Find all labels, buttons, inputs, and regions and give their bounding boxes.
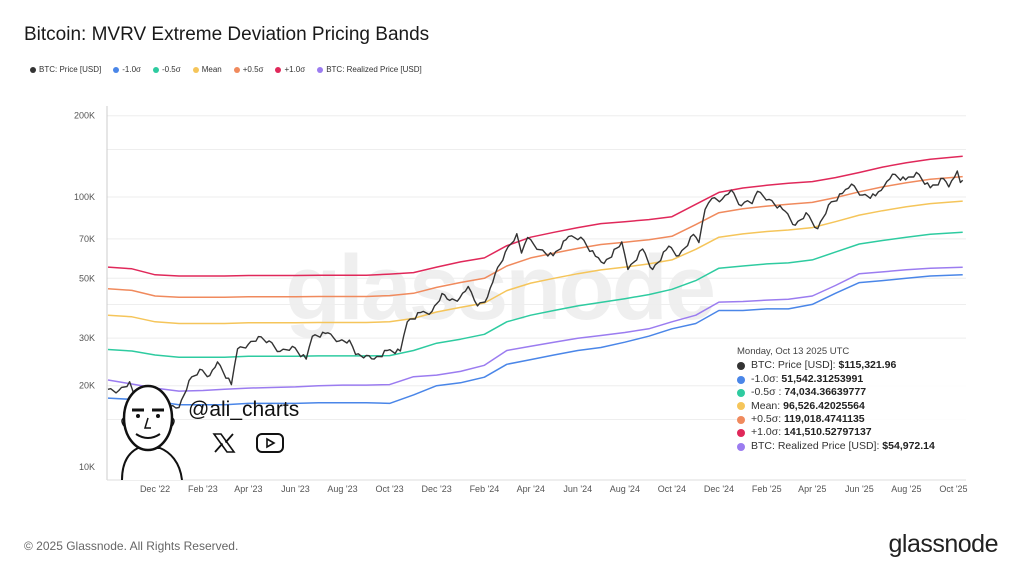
x-tick-label: Feb '25 <box>752 484 782 494</box>
x-tick-label: Oct '24 <box>658 484 686 494</box>
series-dot-icon <box>737 415 745 424</box>
tooltip-text: +1.0σ: 141,510.52797137 <box>751 426 872 439</box>
tooltip-row: -0.5σ : 74,034.36639777 <box>737 386 969 399</box>
legend-label: -1.0σ <box>122 65 141 74</box>
legend-dot-icon <box>192 66 199 73</box>
x-tick-label: Jun '23 <box>281 484 310 494</box>
legend-label: +0.5σ <box>242 65 264 74</box>
tooltip-row: BTC: Realized Price [USD]: $54,972.14 <box>737 440 969 453</box>
tooltip-value: 96,526.42025564 <box>783 399 865 412</box>
tooltip-text: Mean: 96,526.42025564 <box>751 400 865 413</box>
tooltip-label: +1.0σ: <box>751 426 785 439</box>
tooltip-row: +1.0σ: 141,510.52797137 <box>737 426 969 439</box>
series-dot-icon <box>737 442 745 451</box>
tooltip-row: -1.0σ: 51,542.31253991 <box>737 373 969 386</box>
x-tick-label: Feb '24 <box>470 484 500 494</box>
series-dot-icon <box>737 375 745 384</box>
series-line--1.0 <box>107 273 963 406</box>
tooltip-label: BTC: Realized Price [USD]: <box>751 439 883 452</box>
x-tick-label: Dec '23 <box>421 484 451 494</box>
chart-title: Bitcoin: MVRV Extreme Deviation Pricing … <box>24 24 430 45</box>
x-logo-icon[interactable] <box>212 432 236 454</box>
y-tick-label: 50K <box>79 273 95 283</box>
series-line-mean <box>107 200 963 325</box>
series-dot-icon <box>737 388 745 397</box>
legend-label: BTC: Realized Price [USD] <box>326 65 422 74</box>
x-tick-label: Apr '24 <box>517 484 545 494</box>
x-tick-label: Oct '25 <box>939 484 967 494</box>
tooltip: Monday, Oct 13 2025 UTC BTC: Price [USD]… <box>737 345 969 454</box>
legend-item[interactable]: -1.0σ <box>113 65 141 74</box>
legend-item[interactable]: -0.5σ <box>152 65 181 74</box>
y-tick-label: 10K <box>79 462 95 472</box>
tooltip-value: 141,510.52797137 <box>784 426 872 439</box>
legend-item[interactable]: +0.5σ <box>233 65 264 74</box>
tooltip-row: BTC: Price [USD]: $115,321.96 <box>737 359 969 372</box>
author-avatar <box>121 384 183 480</box>
tooltip-label: Mean: <box>751 399 784 412</box>
series-line-btc-price <box>107 170 964 411</box>
series-line--0.5 <box>107 231 963 358</box>
tooltip-value: 119,018.4741135 <box>784 413 865 426</box>
tooltip-row: Mean: 96,526.42025564 <box>737 400 969 413</box>
legend-dot-icon <box>233 66 240 73</box>
tooltip-label: -0.5σ : <box>751 386 785 399</box>
tooltip-text: -0.5σ : 74,034.36639777 <box>751 386 866 399</box>
legend-item[interactable]: BTC: Realized Price [USD] <box>317 65 422 74</box>
tooltip-label: +0.5σ: <box>751 413 785 426</box>
legend-item[interactable]: Mean <box>192 65 222 74</box>
series-line-+0.5 <box>107 175 963 299</box>
legend-dot-icon <box>30 66 36 73</box>
x-tick-label: Apr '25 <box>798 484 826 494</box>
copyright: © 2025 Glassnode. All Rights Reserved. <box>24 539 239 553</box>
tooltip-value: 51,542.31253991 <box>781 372 864 385</box>
tooltip-label: -1.0σ: <box>751 372 782 385</box>
y-tick-label: 200K <box>74 111 95 121</box>
series-line-btcrealizedpriceusd <box>107 266 963 392</box>
x-tick-label: Jun '25 <box>845 484 874 494</box>
x-tick-label: Jun '24 <box>563 484 592 494</box>
youtube-icon[interactable] <box>255 432 285 454</box>
legend-item[interactable]: BTC: Price [USD] <box>30 65 101 74</box>
y-tick-label: 30K <box>79 333 95 343</box>
x-tick-label: Dec '22 <box>140 484 170 494</box>
x-tick-label: Apr '23 <box>234 484 262 494</box>
legend-label: -0.5σ <box>161 65 181 74</box>
author-handle: @ali_charts <box>188 398 300 421</box>
legend-dot-icon <box>317 66 324 73</box>
y-tick-label: 100K <box>74 192 95 202</box>
legend-label: +1.0σ <box>284 65 306 74</box>
x-tick-label: Aug '24 <box>610 484 640 494</box>
legend-dot-icon <box>152 66 159 73</box>
tooltip-text: +0.5σ: 119,018.4741135 <box>751 413 865 426</box>
glassnode-logo: glassnode <box>888 530 999 558</box>
legend-dot-icon <box>113 66 120 73</box>
legend-label: BTC: Price [USD] <box>39 65 102 74</box>
x-tick-label: Feb '23 <box>188 484 218 494</box>
tooltip-label: BTC: Price [USD]: <box>751 359 839 372</box>
legend-item[interactable]: +1.0σ <box>275 65 305 74</box>
tooltip-row: +0.5σ: 119,018.4741135 <box>737 413 969 426</box>
tooltip-text: -1.0σ: 51,542.31253991 <box>751 373 863 386</box>
legend: BTC: Price [USD] -1.0σ -0.5σ Mean +0.5σ +1.0σ… <box>30 65 422 74</box>
x-tick-label: Oct '23 <box>375 484 403 494</box>
y-tick-label: 70K <box>79 234 95 244</box>
tooltip-value: $115,321.96 <box>838 359 897 372</box>
legend-dot-icon <box>275 66 282 73</box>
x-tick-label: Aug '23 <box>327 484 357 494</box>
y-tick-label: 20K <box>79 381 95 391</box>
series-line-+1.0 <box>107 155 963 277</box>
tooltip-text: BTC: Realized Price [USD]: $54,972.14 <box>751 440 935 453</box>
series-dot-icon <box>737 362 745 371</box>
tooltip-text: BTC: Price [USD]: $115,321.96 <box>751 359 896 372</box>
tooltip-value: $54,972.14 <box>882 439 935 452</box>
x-tick-label: Dec '24 <box>704 484 734 494</box>
x-tick-label: Aug '25 <box>891 484 921 494</box>
tooltip-date: Monday, Oct 13 2025 UTC <box>737 346 850 357</box>
tooltip-value: 74,034.36639777 <box>784 386 867 399</box>
series-dot-icon <box>737 429 745 438</box>
legend-label: Mean <box>201 65 222 74</box>
series-dot-icon <box>737 402 745 411</box>
